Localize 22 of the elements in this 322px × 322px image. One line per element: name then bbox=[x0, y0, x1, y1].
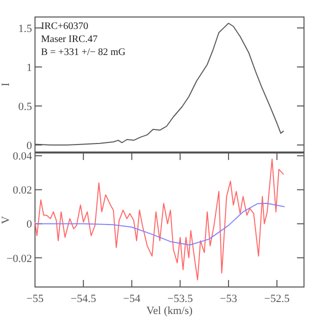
y-tick-label: 0.5 bbox=[18, 100, 32, 113]
line-series bbox=[34, 158, 284, 280]
y-tick-label: 0.04 bbox=[12, 150, 32, 163]
y-tick-label: 1.5 bbox=[18, 22, 32, 35]
x-tick-label: −55 bbox=[26, 293, 44, 305]
x-tick-label: −54.5 bbox=[70, 293, 97, 305]
y-tick-label: 0 bbox=[26, 218, 32, 231]
y-tick-label: 0 bbox=[26, 140, 32, 152]
y-tick-label: 0.02 bbox=[12, 184, 32, 197]
x-axis-title: Vel (km/s) bbox=[146, 305, 193, 317]
x-tick-label: −53 bbox=[220, 293, 238, 305]
annotation: B = +331 +/− 82 mG bbox=[41, 47, 126, 58]
x-tick-label: −52.5 bbox=[264, 293, 290, 305]
x-tick-label: −53.5 bbox=[167, 293, 194, 305]
y-tick-label: 1 bbox=[26, 62, 32, 74]
annotation: IRC+60370 bbox=[41, 21, 88, 32]
annotation: Maser IRC.47 bbox=[41, 34, 98, 45]
line-series bbox=[34, 202, 286, 246]
y-tick-label: −0.02 bbox=[6, 252, 32, 265]
y-axis-title: V bbox=[0, 216, 12, 224]
x-tick-label: −54 bbox=[123, 293, 141, 305]
y-axis-title: I bbox=[0, 82, 12, 86]
